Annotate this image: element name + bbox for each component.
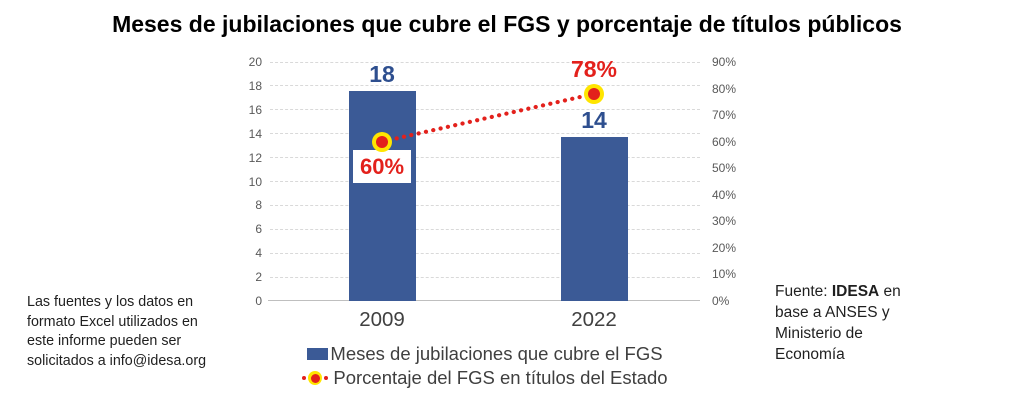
source-note-line: Fuente: IDESA en (775, 281, 901, 302)
line-marker-2022 (584, 83, 604, 104)
footer-note: Las fuentes y los datos en formato Excel… (27, 293, 206, 371)
legend-label-bars: Meses de jubilaciones que cubre el FGS (330, 343, 663, 364)
y-axis-left-tick: 6 (255, 222, 262, 237)
y-axis-left-tick: 0 (255, 294, 262, 308)
dotted-line-marker-icon (302, 371, 329, 385)
legend-item-line: Porcentaje del FGS en títulos del Estado (270, 366, 700, 390)
x-axis-label-2022: 2022 (571, 308, 617, 331)
bar-series-swatch-icon (307, 348, 329, 360)
y-axis-left-tick: 4 (255, 246, 262, 261)
y-axis-left-tick: 20 (248, 55, 262, 69)
y-axis-right-tick: 90% (712, 55, 737, 69)
legend: Meses de jubilaciones que cubre el FGS P… (270, 342, 700, 390)
line-marker-core (588, 87, 600, 100)
bar-value-label-2009: 18 (369, 60, 395, 87)
x-axis-label-2009: 2009 (359, 308, 405, 331)
y-axis-right-tick: 40% (712, 187, 737, 202)
footer-note-line: este informe pueden ser (27, 333, 182, 349)
bar-2022 (560, 137, 628, 301)
y-axis-right-tick: 30% (712, 214, 737, 229)
y-axis-left-tick: 16 (248, 102, 262, 117)
gridline (270, 276, 700, 278)
footer-note-line: formato Excel utilizados en (27, 313, 198, 330)
y-axis-left-tick: 14 (248, 126, 262, 141)
plot-area: 18 14 60% 78% 2009 2022 0 2 4 6 8 10 12 14 16 18 2… (249, 55, 736, 331)
legend-label-line: Porcentaje del FGS en títulos del Estado (333, 367, 668, 388)
gridline (270, 181, 700, 182)
source-org: IDESA (831, 283, 880, 300)
source-note-line: Ministerio de (775, 325, 863, 342)
gridline (270, 228, 700, 230)
gridline (270, 133, 700, 135)
y-axis-left-tick: 18 (248, 78, 262, 93)
y-axis-left-tick: 8 (255, 198, 262, 213)
source-suffix: en (879, 283, 901, 300)
dotted-trend-line (379, 91, 597, 144)
y-axis-left-tick: 2 (255, 270, 262, 285)
line-marker-2009 (372, 131, 392, 152)
footer-note-line: Las fuentes y los datos en (27, 294, 194, 310)
source-prefix: Fuente: (775, 283, 832, 300)
pct-label-2022: 78% (570, 55, 618, 82)
pct-label-2009: 60% (353, 149, 411, 183)
footer-note-line: solicitados a info@idesa.org (27, 352, 207, 369)
gridline (270, 204, 700, 206)
x-axis-line (268, 300, 700, 301)
y-axis-right-tick: 10% (712, 267, 737, 282)
gridline (270, 252, 700, 254)
y-axis-right-tick: 70% (712, 108, 737, 123)
y-axis-right-tick: 0% (712, 294, 730, 308)
chart-title: Meses de jubilaciones que cubre el FGS y… (112, 11, 902, 37)
gridline (270, 85, 700, 87)
source-note-line: Economía (775, 346, 845, 363)
bar-2009 (348, 90, 416, 301)
legend-item-bars: Meses de jubilaciones que cubre el FGS (270, 342, 700, 366)
y-axis-left-tick: 12 (248, 150, 262, 165)
y-axis-right-tick: 50% (712, 161, 737, 176)
y-axis-right-tick: 20% (712, 240, 737, 255)
source-note-line: base a ANSES y (775, 304, 890, 321)
y-axis-right-tick: 60% (712, 134, 737, 149)
gridline (270, 61, 700, 63)
y-axis-left-tick: 10 (248, 174, 262, 189)
bar-value-label-2022: 14 (581, 107, 607, 134)
source-note: Fuente: IDESA en base a ANSES y Minister… (775, 281, 901, 365)
line-marker-core (376, 135, 388, 148)
gridline (270, 109, 700, 111)
gridline (270, 157, 700, 159)
y-axis-right-tick: 80% (712, 81, 737, 96)
